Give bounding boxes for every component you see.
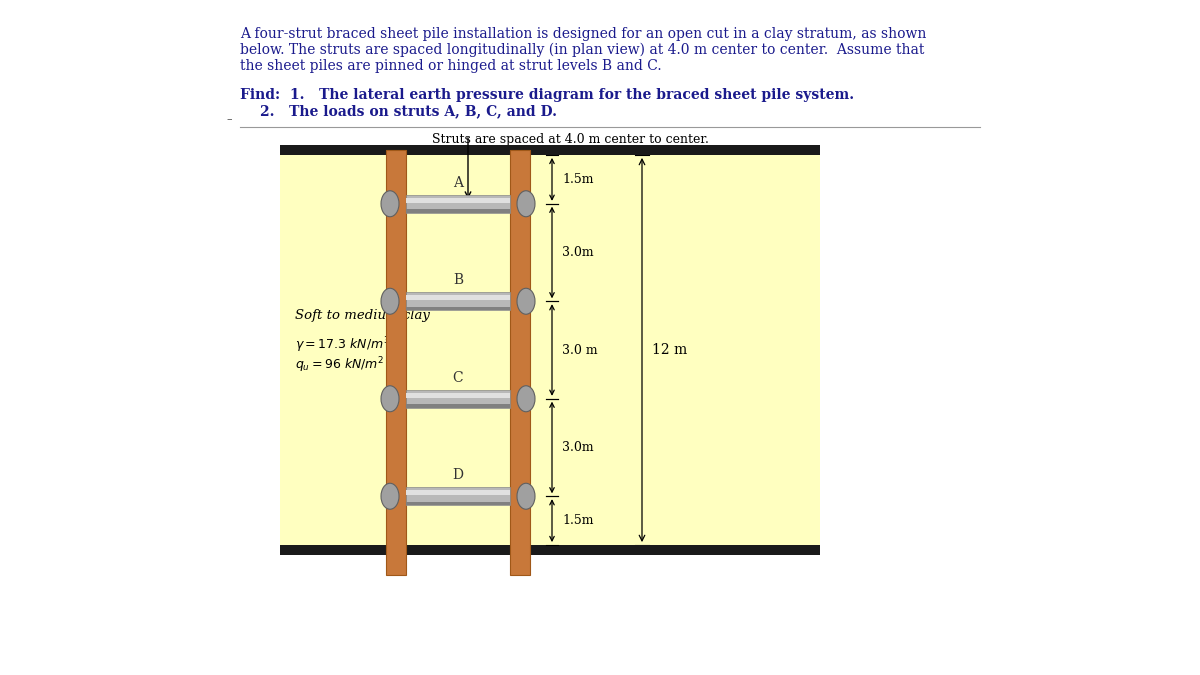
Bar [406,295,510,300]
Text: 3.0m: 3.0m [562,246,594,259]
Bar [406,198,510,203]
Bar [406,292,510,310]
Text: 3.0 m: 3.0 m [562,344,598,356]
Text: C: C [452,371,463,385]
Bar [280,155,820,545]
Text: $\gamma$$=17.3\ kN/m^3$: $\gamma$$=17.3\ kN/m^3$ [295,335,390,355]
Text: A four-strut braced sheet pile installation is designed for an open cut in a cla: A four-strut braced sheet pile installat… [240,27,926,41]
Bar [406,306,510,310]
Bar [386,150,406,575]
Bar [280,545,820,555]
Ellipse shape [382,385,398,412]
Text: 3.0m: 3.0m [562,441,594,454]
Text: 2.   The loads on struts A, B, C, and D.: 2. The loads on struts A, B, C, and D. [260,104,557,118]
Text: below. The struts are spaced longitudinally (in plan view) at 4.0 m center to ce: below. The struts are spaced longitudina… [240,43,924,57]
Bar [406,487,510,506]
Text: Find:  1.   The lateral earth pressure diagram for the braced sheet pile system.: Find: 1. The lateral earth pressure diag… [240,88,854,102]
Text: Struts are spaced at 4.0 m center to center.: Struts are spaced at 4.0 m center to cen… [432,133,708,146]
Bar [406,404,510,408]
Ellipse shape [382,288,398,315]
Bar [510,150,530,575]
Bar [406,393,510,398]
Ellipse shape [382,191,398,217]
Text: the sheet piles are pinned or hinged at strut levels B and C.: the sheet piles are pinned or hinged at … [240,59,661,73]
Bar [406,209,510,213]
Text: D: D [452,468,463,482]
Text: 1.5m: 1.5m [562,173,594,186]
Bar [406,195,510,213]
Ellipse shape [517,385,535,412]
Bar [280,145,820,155]
Bar [406,389,510,408]
Text: –: – [227,114,232,124]
Ellipse shape [517,483,535,509]
Text: 12 m: 12 m [652,343,688,357]
Text: $q_u$$= 96\ kN/m^2$: $q_u$$= 96\ kN/m^2$ [295,355,384,375]
Bar [406,502,510,506]
Bar [406,490,510,495]
Ellipse shape [382,483,398,509]
Ellipse shape [517,288,535,315]
Text: Soft to medium clay: Soft to medium clay [295,308,430,321]
Ellipse shape [517,191,535,217]
Text: A: A [454,176,463,190]
Text: 1.5m: 1.5m [562,514,594,527]
Text: B: B [452,273,463,288]
